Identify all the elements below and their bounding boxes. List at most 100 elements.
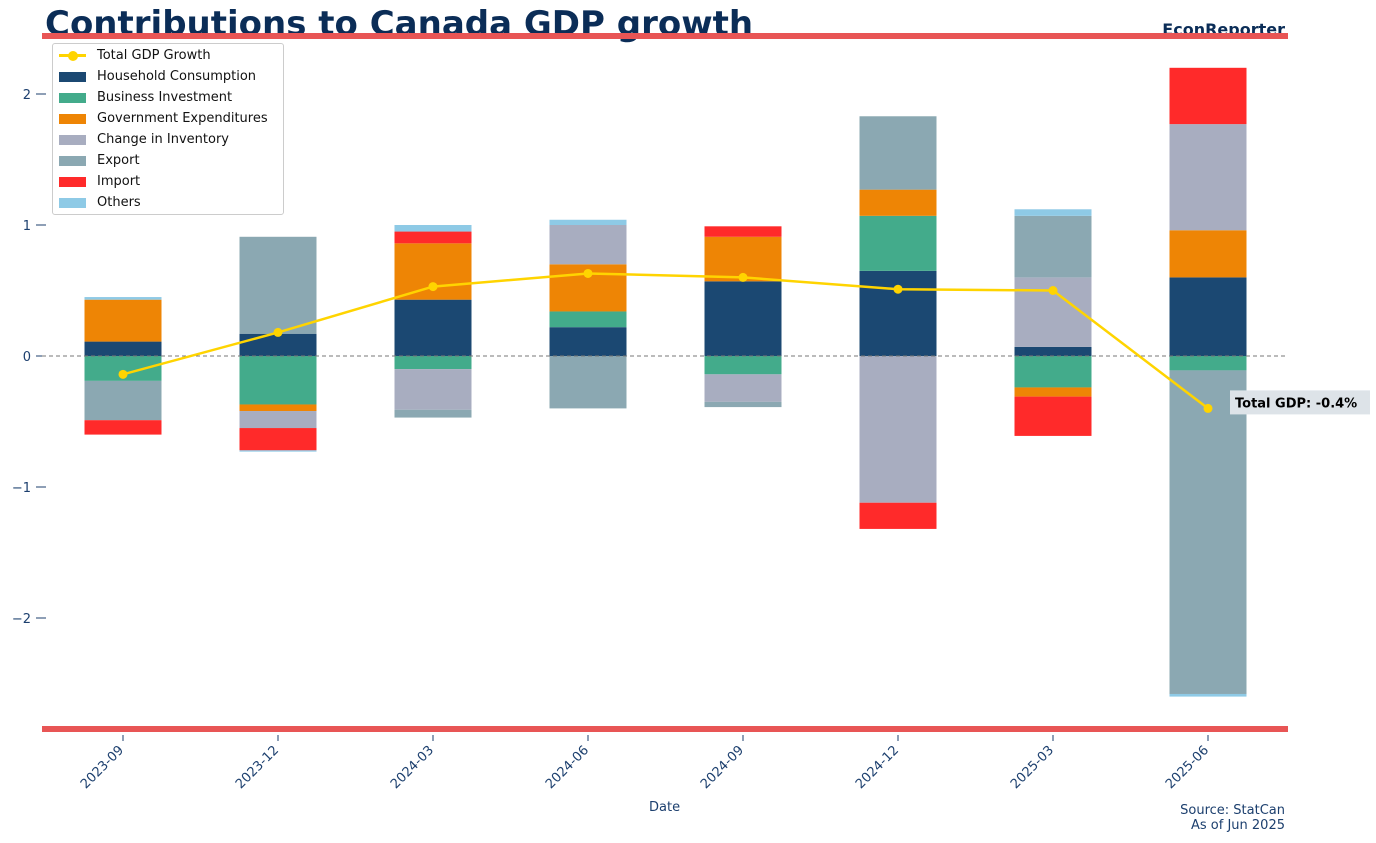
annotation-box	[1230, 390, 1370, 415]
x-tick-label: 2024-09	[698, 743, 747, 792]
x-tick-label: 2024-12	[853, 743, 902, 792]
legend-line-marker-icon	[59, 50, 86, 61]
y-tick-label: 0	[23, 350, 31, 365]
x-tick-label: 2024-03	[388, 743, 437, 792]
bar-household-consumption	[239, 333, 317, 356]
legend-item: Others	[53, 192, 141, 213]
bar-household-consumption	[394, 299, 472, 356]
legend-item: Business Investment	[53, 87, 232, 108]
legend-label: Export	[97, 153, 140, 168]
bar-import	[394, 231, 472, 244]
source-line: Source: StatCan	[1180, 803, 1285, 818]
bar-import	[1014, 396, 1092, 436]
bar-business-investment	[1169, 356, 1247, 371]
bar-export	[239, 236, 317, 334]
total-gdp-point	[583, 268, 593, 278]
bar-business-investment	[1014, 356, 1092, 388]
bar-export	[394, 409, 472, 418]
legend-item: Export	[53, 150, 140, 171]
bar-household-consumption	[84, 341, 162, 356]
bar-export	[859, 116, 937, 190]
total-gdp-point	[428, 282, 438, 292]
x-tick-label: 2024-06	[543, 743, 592, 792]
bar-household-consumption	[549, 327, 627, 356]
legend-swatch	[59, 113, 86, 124]
bar-government-expenditures	[394, 243, 472, 300]
legend-label: Household Consumption	[97, 69, 257, 84]
y-tick-label: −1	[12, 481, 31, 496]
bar-government-expenditures	[1169, 230, 1247, 278]
bar-others	[1169, 693, 1247, 697]
legend-item: Total GDP Growth	[53, 45, 211, 66]
bar-change-in-inventory	[239, 411, 317, 429]
legend-item: Change in Inventory	[53, 129, 229, 150]
x-tick-label: 2023-09	[78, 743, 127, 792]
y-tick-label: 2	[23, 88, 31, 103]
bar-export	[704, 401, 782, 408]
bar-import	[859, 502, 937, 529]
y-tick-label: −2	[12, 612, 31, 627]
x-axis-label: Date	[649, 800, 681, 815]
bar-government-expenditures	[859, 189, 937, 216]
bar-import	[704, 226, 782, 237]
annotation-text: Total GDP: -0.4%	[1235, 396, 1357, 411]
legend-swatch	[59, 155, 86, 166]
bar-export	[84, 380, 162, 421]
bar-change-in-inventory	[394, 369, 472, 410]
x-tick-label: 2025-03	[1008, 743, 1057, 792]
bar-household-consumption	[1014, 346, 1092, 356]
x-tick-label: 2023-12	[233, 743, 282, 792]
legend-label: Government Expenditures	[97, 111, 268, 126]
bar-import	[239, 428, 317, 451]
total-gdp-point	[118, 369, 128, 379]
bar-others	[239, 450, 317, 452]
bar-import	[1169, 67, 1247, 125]
bar-change-in-inventory	[704, 374, 782, 402]
legend-swatch	[59, 134, 86, 145]
total-gdp-point	[738, 272, 748, 282]
total-gdp-point	[893, 284, 903, 294]
bar-export	[1169, 370, 1247, 694]
bar-business-investment	[859, 215, 937, 271]
legend-label: Others	[97, 195, 141, 210]
legend-swatch	[59, 92, 86, 103]
total-gdp-line	[122, 272, 1209, 410]
bar-household-consumption	[704, 281, 782, 356]
bar-export	[1014, 215, 1092, 278]
bar-government-expenditures	[84, 299, 162, 342]
bar-business-investment	[394, 356, 472, 370]
legend-label: Change in Inventory	[97, 132, 229, 147]
legend-label: Total GDP Growth	[97, 48, 211, 63]
bar-household-consumption	[1169, 277, 1247, 356]
total-gdp-point	[273, 327, 283, 337]
bar-change-in-inventory	[549, 225, 627, 265]
bar-export	[549, 356, 627, 409]
bar-change-in-inventory	[859, 356, 937, 503]
bar-business-investment	[549, 311, 627, 328]
legend-swatch	[59, 176, 86, 187]
legend-item: Household Consumption	[53, 66, 256, 87]
bar-household-consumption	[859, 270, 937, 356]
bar-others	[394, 225, 472, 232]
legend: Total GDP Growth Household Consumption Bus…	[52, 43, 284, 215]
bar-import	[84, 420, 162, 435]
legend-swatch	[59, 197, 86, 208]
bar-others	[1014, 209, 1092, 216]
source-note: Source: StatCan As of Jun 2025	[1180, 803, 1285, 833]
bar-business-investment	[239, 356, 317, 405]
bar-others	[549, 219, 627, 225]
as-of-line: As of Jun 2025	[1191, 818, 1285, 833]
bar-others	[84, 297, 162, 300]
legend-item: Import	[53, 171, 140, 192]
total-gdp-point	[1048, 286, 1058, 295]
y-tick-label: 1	[23, 219, 31, 234]
bar-change-in-inventory	[1169, 124, 1247, 231]
legend-label: Import	[97, 174, 141, 189]
total-gdp-point	[1203, 403, 1213, 413]
legend-swatch	[59, 71, 86, 82]
bar-business-investment	[704, 356, 782, 375]
x-tick-label: 2025-06	[1163, 743, 1212, 792]
legend-item: Government Expenditures	[53, 108, 268, 129]
legend-label: Business Investment	[97, 90, 233, 105]
